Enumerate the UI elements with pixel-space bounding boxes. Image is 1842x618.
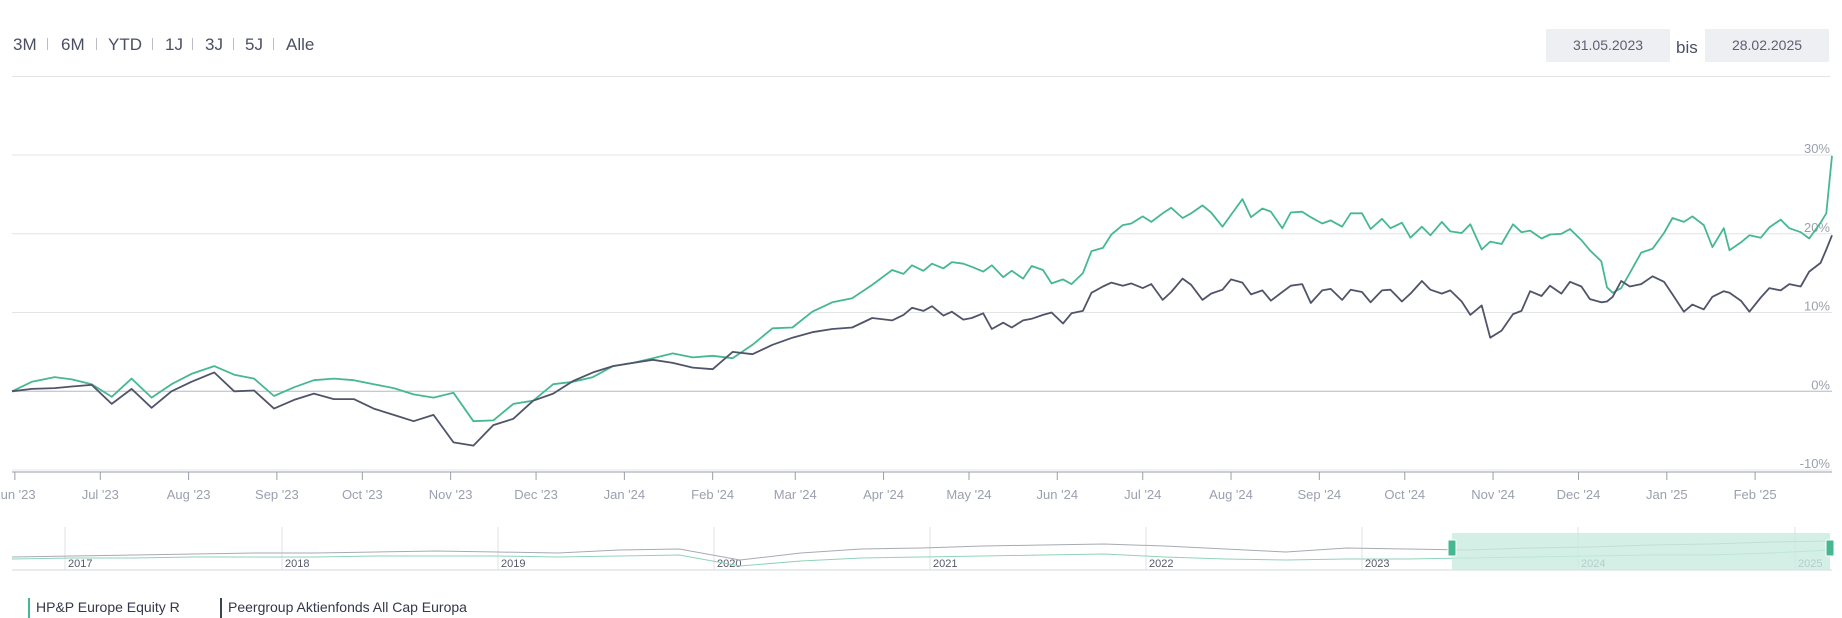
x-tick-label: Aug '23 — [167, 487, 211, 502]
navigator-year-label: 2017 — [68, 558, 92, 570]
range-selector: 3M 6M YTD 1J 3J 5J Alle 31.05.2023 bis 2… — [0, 0, 1842, 78]
y-axis-labels: -10%0%10%20%30% — [1800, 141, 1831, 471]
toolbar-divider — [12, 76, 1830, 77]
x-axis: Jun '23 Jul '23 Aug '23 Sep '23 Oct '23 Nov '… — [0, 471, 1832, 502]
x-tick-label: Jul '24 — [1124, 487, 1161, 502]
y-tick-label: -10% — [1800, 456, 1831, 471]
x-tick-label: Oct '23 — [342, 487, 383, 502]
legend-item-fund[interactable]: HP&P Europe Equity R — [28, 598, 180, 618]
range-3m-button[interactable]: 3M — [13, 35, 37, 54]
navigator-year-label: 2023 — [1365, 558, 1389, 570]
date-separator: bis — [1676, 38, 1698, 57]
x-tick-label: Dec '24 — [1557, 487, 1601, 502]
x-tick-label: May '24 — [946, 487, 991, 502]
date-from-input[interactable]: 31.05.2023 — [1546, 29, 1670, 62]
x-tick-label: Nov '24 — [1471, 487, 1515, 502]
x-tick-label: Jan '25 — [1646, 487, 1688, 502]
x-tick-label: Apr '24 — [863, 487, 904, 502]
range-1j-button[interactable]: 1J — [165, 35, 183, 54]
range-5j-button[interactable]: 5J — [245, 35, 263, 54]
navigator-year-label: 2021 — [933, 558, 957, 570]
x-tick-label: Jun '24 — [1037, 487, 1079, 502]
x-tick-label: Dec '23 — [514, 487, 558, 502]
navigator-year-label: 2022 — [1149, 558, 1173, 570]
navigator-year-label: 2018 — [285, 558, 309, 570]
x-tick-label: Jul '23 — [82, 487, 119, 502]
range-6m-button[interactable]: 6M — [61, 35, 85, 54]
fund-series-line — [11, 155, 1833, 423]
series-lines — [11, 155, 1833, 447]
navigator-year-label: 2019 — [501, 558, 525, 570]
x-tick-label: Jan '24 — [604, 487, 646, 502]
date-to-input[interactable]: 28.02.2025 — [1705, 29, 1829, 62]
x-tick-label: Feb '25 — [1734, 487, 1777, 502]
range-divider — [47, 38, 48, 50]
legend-item-peer[interactable]: Peergroup Aktienfonds All Cap Europa — [220, 598, 467, 618]
x-tick-label: Nov '23 — [429, 487, 473, 502]
range-divider — [233, 38, 234, 50]
range-ytd-button[interactable]: YTD — [108, 35, 142, 54]
navigator[interactable]: 201720182019202020212022202320242025 — [11, 527, 1835, 571]
y-tick-label: 30% — [1804, 141, 1830, 156]
range-3j-button[interactable]: 3J — [205, 35, 223, 54]
x-tick-label: Jun '23 — [0, 487, 36, 502]
navigator-right-handle[interactable] — [1825, 539, 1835, 557]
range-divider — [192, 38, 193, 50]
x-tick-label: Sep '23 — [255, 487, 299, 502]
x-tick-label: Oct '24 — [1384, 487, 1425, 502]
x-tick-label: Feb '24 — [691, 487, 734, 502]
range-alle-button[interactable]: Alle — [286, 35, 315, 54]
navigator-left-handle[interactable] — [1447, 539, 1457, 557]
x-tick-label: Aug '24 — [1209, 487, 1253, 502]
range-divider — [273, 38, 274, 50]
range-divider — [152, 38, 153, 50]
peer-series-line — [11, 234, 1833, 447]
x-tick-label: Mar '24 — [774, 487, 817, 502]
grid-lines — [12, 154, 1832, 471]
navigator-selection[interactable] — [1452, 533, 1830, 570]
range-divider — [96, 38, 97, 50]
x-tick-label: Sep '24 — [1297, 487, 1341, 502]
y-tick-label: 10% — [1804, 299, 1830, 314]
y-tick-label: 0% — [1811, 377, 1830, 392]
